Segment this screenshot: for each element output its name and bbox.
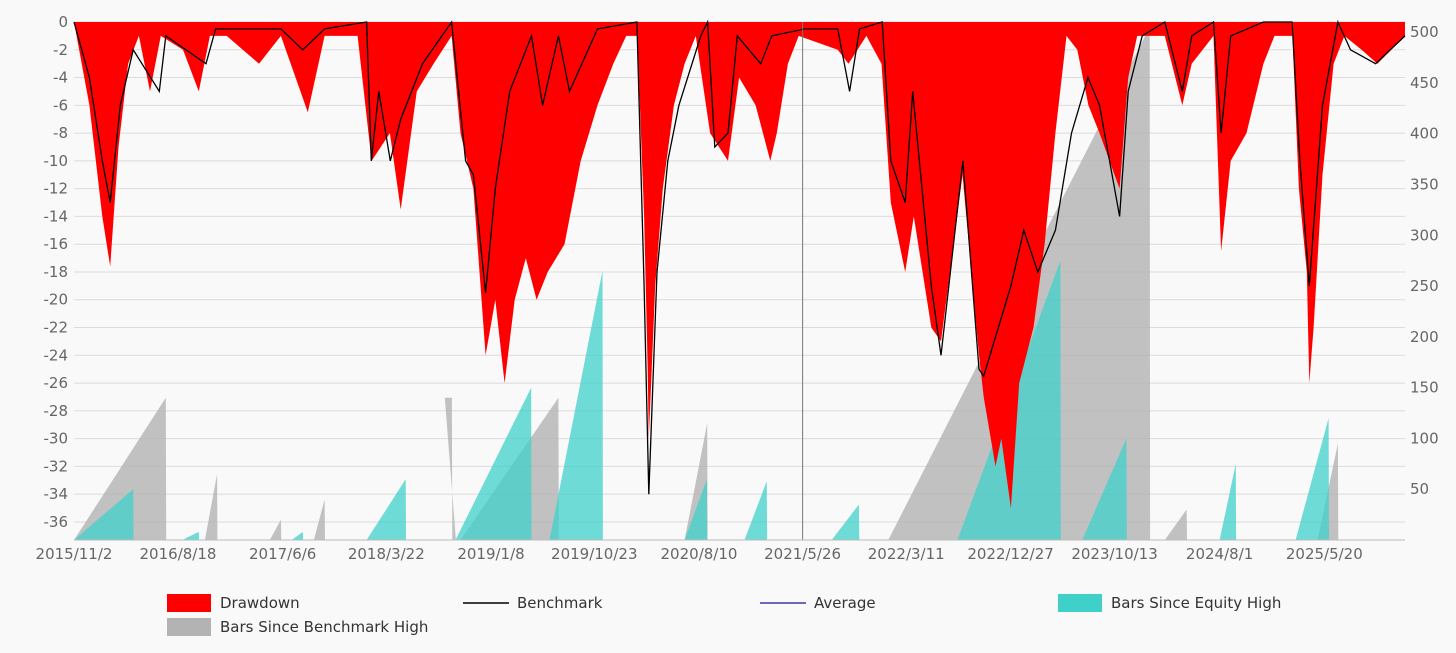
y-left-tick-label: -4 [53,69,68,87]
y-left-tick-label: -8 [53,124,68,142]
y-left-tick-label: -32 [44,457,69,475]
y-right-tick-label: 450 [1410,74,1439,92]
x-tick-label: 2021/5/26 [764,545,841,563]
legend-swatch-bars-since-equity-high [1058,594,1102,612]
x-tick-label: 2019/10/23 [551,545,637,563]
x-tick-label: 2018/3/22 [348,545,425,563]
y-left-tick-label: -36 [44,513,69,531]
legend-swatch-bars-since-benchmark-high [167,618,211,636]
y-right-tick-label: 100 [1410,429,1439,447]
legend-label-average: Average [814,594,876,612]
y-left-tick-label: -34 [44,485,69,503]
benchmark-line [73,19,1406,495]
y-right-tick-label: 150 [1410,379,1439,397]
y-right-tick-label: 250 [1410,277,1439,295]
x-tick-label: 2020/8/10 [661,545,738,563]
bars-since-high-areas [74,27,1405,541]
legend-swatch-drawdown [167,594,211,612]
bars-since-benchmark-high-area [74,27,1405,541]
legend-label-bars-since-benchmark-high: Bars Since Benchmark High [220,618,428,636]
x-tick-label: 2015/11/2 [36,545,113,563]
y-left-tick-label: -28 [44,402,69,420]
y-right-tick-label: 350 [1410,176,1439,194]
benchmark-line-path [73,19,1406,495]
x-tick-label: 2023/10/13 [1071,545,1157,563]
x-tick-label: 2017/6/6 [249,545,316,563]
y-left-tick-label: -10 [44,152,69,170]
y-left-tick-label: -14 [44,207,69,225]
y-right-tick-label: 400 [1410,125,1439,143]
x-tick-label: 2022/3/11 [868,545,945,563]
bars-since-equity-high-area [74,260,1405,540]
legend-label-benchmark: Benchmark [517,594,603,612]
axes: 0 -2 -4 -6 -8 -10 -12 -14 -16 -18 -20 -22 -24 -26 -28 -… [36,13,1439,563]
y-right-tick-label: 500 [1410,23,1439,41]
drawdown-area-shape [74,22,1405,509]
y-left-tick-label: 0 [58,13,68,31]
y-left-tick-label: -18 [44,263,69,281]
x-tick-label: 2024/8/1 [1186,545,1253,563]
y-left-tick-label: -16 [44,235,69,253]
y-left-tick-label: -30 [44,430,69,448]
x-tick-label: 2022/12/27 [967,545,1053,563]
y-left-tick-label: -12 [44,180,69,198]
y-left-tick-label: -26 [44,374,69,392]
y-left-tick-label: -2 [53,41,68,59]
y-left-tick-label: -6 [53,96,68,114]
y-right-tick-label: 200 [1410,328,1439,346]
y-left-tick-label: -20 [44,291,69,309]
legend: Drawdown Benchmark Average Bars Since Equit… [167,594,1281,636]
legend-label-drawdown: Drawdown [220,594,300,612]
x-tick-label: 2025/5/20 [1286,545,1363,563]
x-tick-label: 2016/8/18 [140,545,217,563]
y-right-tick-label: 50 [1410,480,1429,498]
x-tick-label: 2019/1/8 [457,545,524,563]
drawdown-area [74,22,1405,509]
y-right-tick-label: 300 [1410,226,1439,244]
y-left-tick-label: -24 [44,346,69,364]
legend-label-bars-since-equity-high: Bars Since Equity High [1111,594,1281,612]
y-left-tick-label: -22 [44,319,69,337]
gridlines [74,21,1405,523]
